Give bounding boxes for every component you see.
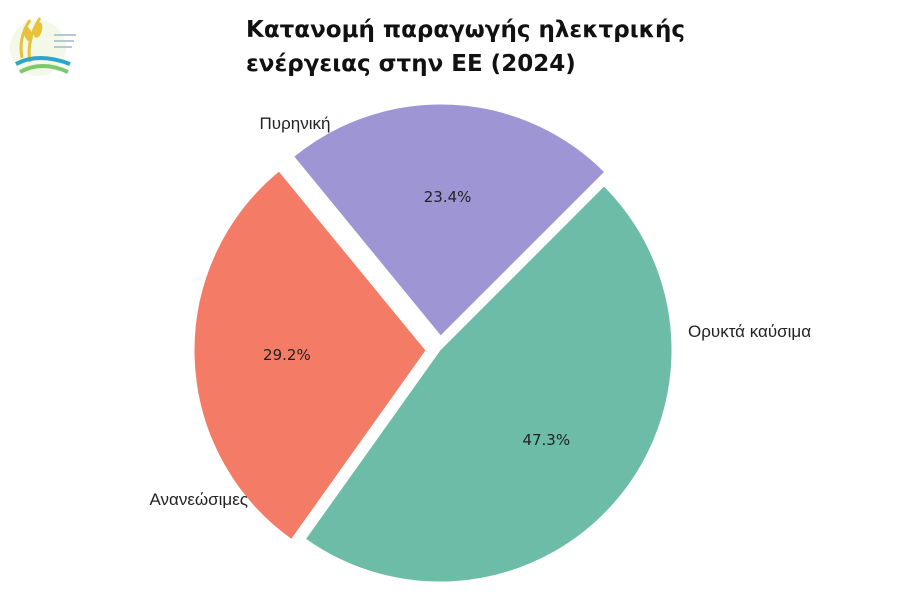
chart-title: Κατανομή παραγωγής ηλεκτρικής ενέργειας … <box>246 17 685 77</box>
pie-slice-1 <box>292 103 606 337</box>
slice-percent-label: 23.4% <box>424 188 472 206</box>
pie-slice-2 <box>193 170 427 541</box>
slice-name-label: Ορυκτά καύσιμα <box>688 322 811 341</box>
slice-percent-label: 47.3% <box>522 431 570 449</box>
slice-percent-label: 29.2% <box>263 346 311 364</box>
pie-slice-3 <box>304 185 673 583</box>
logo-icon <box>10 17 76 76</box>
slice-name-label: Ανανεώσιμες <box>149 490 248 509</box>
slice-name-label: Πυρηνική <box>260 114 331 133</box>
